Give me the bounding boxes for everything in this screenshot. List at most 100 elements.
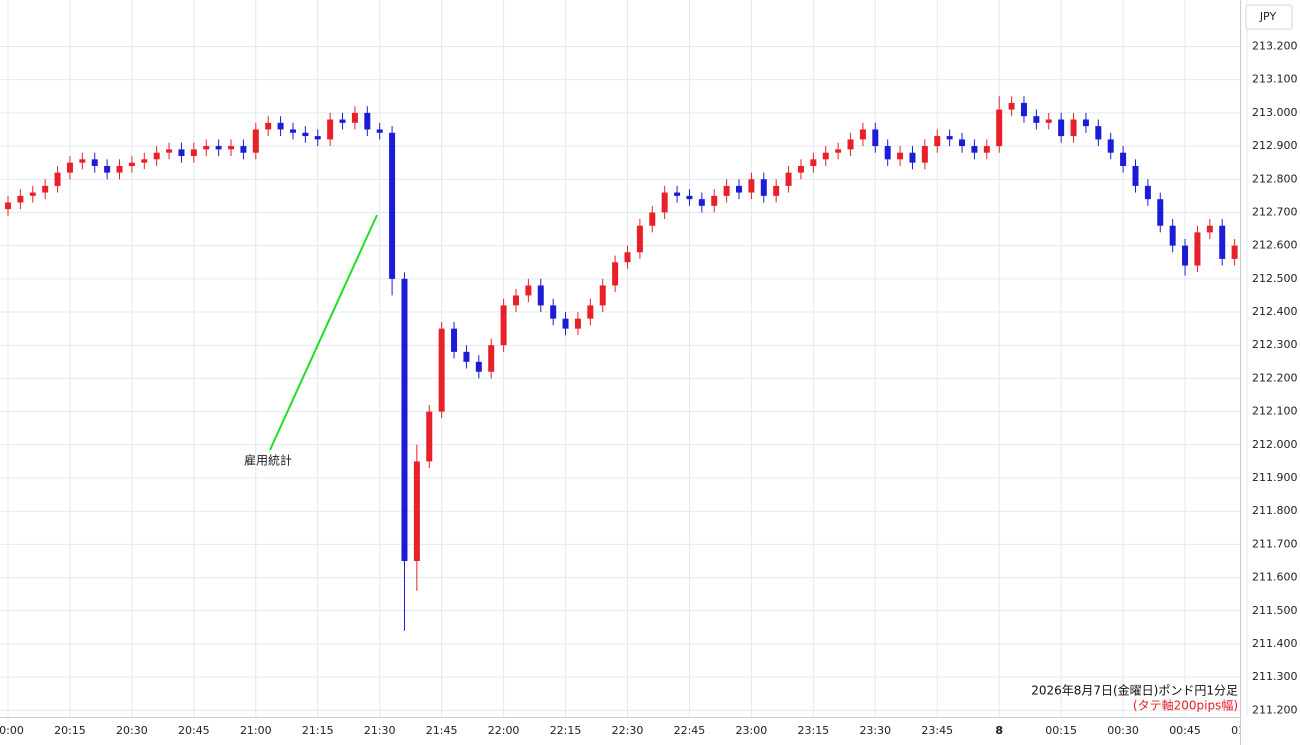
candle-body bbox=[178, 149, 185, 157]
candle-body bbox=[128, 162, 135, 166]
y-tick-label: 212.900 bbox=[1252, 139, 1298, 152]
x-axis: 20:00 20:15 20:30 20:45 21:00 21:15 21:30 21:45… bbox=[0, 724, 1263, 737]
candle-body bbox=[1107, 139, 1114, 153]
candle-body bbox=[376, 129, 383, 133]
x-tick-label: 20:45 bbox=[178, 724, 210, 737]
candle-body bbox=[550, 305, 557, 319]
candle-body bbox=[389, 132, 396, 279]
y-tick-label: 212.000 bbox=[1252, 438, 1298, 451]
y-tick-label: 211.500 bbox=[1252, 604, 1298, 617]
x-tick-label: 23:00 bbox=[736, 724, 768, 737]
candle-body bbox=[847, 139, 854, 150]
y-tick-label: 213.100 bbox=[1252, 73, 1298, 86]
candle-body bbox=[228, 146, 235, 150]
y-tick-label: 211.800 bbox=[1252, 504, 1298, 517]
candle-body bbox=[661, 192, 668, 213]
x-tick-label: 01:00 bbox=[1231, 724, 1263, 737]
candle-body bbox=[884, 146, 891, 160]
candle-body bbox=[587, 305, 594, 319]
candle-body bbox=[872, 129, 879, 147]
candle-body bbox=[1070, 119, 1077, 137]
candle-body bbox=[686, 195, 693, 200]
candle-body bbox=[1058, 119, 1065, 137]
candle-body bbox=[66, 162, 73, 173]
candle-body bbox=[451, 328, 458, 352]
candle-body bbox=[1219, 225, 1226, 259]
x-tick-label: 21:45 bbox=[426, 724, 458, 737]
candle-body bbox=[624, 252, 631, 263]
candle-body bbox=[475, 361, 482, 372]
candle-body bbox=[698, 199, 705, 206]
candle-body bbox=[500, 305, 507, 346]
candle-body bbox=[946, 136, 953, 140]
candles bbox=[5, 96, 1238, 631]
candle-body bbox=[612, 262, 619, 286]
y-tick-label: 213.000 bbox=[1252, 106, 1298, 119]
x-tick-label: 21:00 bbox=[240, 724, 272, 737]
candle-body bbox=[29, 192, 36, 196]
y-tick-label: 212.500 bbox=[1252, 272, 1298, 285]
candle-body bbox=[909, 152, 916, 163]
candle-body bbox=[104, 165, 111, 173]
candle-body bbox=[1120, 152, 1127, 166]
candle-body bbox=[1231, 245, 1238, 259]
candle-body bbox=[723, 185, 730, 196]
candle-body bbox=[153, 152, 160, 160]
candle-body bbox=[773, 185, 780, 196]
candle-body bbox=[512, 295, 519, 306]
candle-body bbox=[91, 159, 98, 166]
x-tick-label: 22:45 bbox=[674, 724, 706, 737]
candle-body bbox=[934, 136, 941, 147]
candle-body bbox=[1157, 199, 1164, 226]
candle-body bbox=[599, 285, 606, 306]
y-tick-label: 212.600 bbox=[1252, 239, 1298, 252]
candle-body bbox=[1144, 185, 1151, 200]
x-tick-label: 21:30 bbox=[364, 724, 396, 737]
candle-body bbox=[5, 202, 11, 210]
candle-body bbox=[1169, 225, 1176, 246]
y-tick-label: 212.800 bbox=[1252, 172, 1298, 185]
x-tick-label: 22:00 bbox=[488, 724, 520, 737]
candle-body bbox=[1020, 102, 1027, 117]
y-tick-label: 212.100 bbox=[1252, 405, 1298, 418]
candle-body bbox=[215, 146, 222, 150]
y-tick-label: 211.200 bbox=[1252, 703, 1298, 716]
candle-body bbox=[1182, 245, 1189, 266]
candle-body bbox=[488, 345, 495, 372]
candle-body bbox=[401, 278, 408, 561]
candle-body bbox=[42, 185, 49, 193]
y-tick-label: 211.400 bbox=[1252, 637, 1298, 650]
annotation: 雇用統計 bbox=[244, 453, 292, 468]
y-tick-label: 211.700 bbox=[1252, 537, 1298, 550]
candle-body bbox=[426, 411, 433, 462]
candle-body bbox=[537, 285, 544, 306]
candle-body bbox=[302, 132, 309, 137]
candle-body bbox=[822, 152, 829, 160]
y-tick-label: 211.900 bbox=[1252, 471, 1298, 484]
candle-body bbox=[339, 119, 346, 123]
candle-body bbox=[785, 172, 792, 186]
candle-body bbox=[1132, 165, 1139, 186]
y-tick-label: 211.300 bbox=[1252, 670, 1298, 683]
caption: 2026年8月7日(金曜日)ポンド円1分足 bbox=[1031, 683, 1238, 698]
candle-body bbox=[314, 136, 321, 140]
x-tick-label: 00:45 bbox=[1169, 724, 1201, 737]
x-tick-label: 23:30 bbox=[859, 724, 891, 737]
y-tick-label: 212.400 bbox=[1252, 305, 1298, 318]
candle-body bbox=[54, 172, 61, 186]
candle-body bbox=[835, 149, 842, 153]
x-tick-label: 8 bbox=[995, 724, 1003, 737]
candle-body bbox=[649, 212, 656, 226]
x-tick-label: 21:15 bbox=[302, 724, 334, 737]
candle-body bbox=[252, 129, 259, 153]
x-tick-label: 22:15 bbox=[550, 724, 582, 737]
annotation-line bbox=[269, 214, 378, 451]
y-tick-label: 212.300 bbox=[1252, 338, 1298, 351]
candle-body bbox=[574, 318, 581, 329]
candle-body bbox=[364, 112, 371, 130]
y-tick-label: 211.600 bbox=[1252, 571, 1298, 584]
candle-body bbox=[413, 461, 420, 561]
candle-body bbox=[859, 129, 866, 140]
